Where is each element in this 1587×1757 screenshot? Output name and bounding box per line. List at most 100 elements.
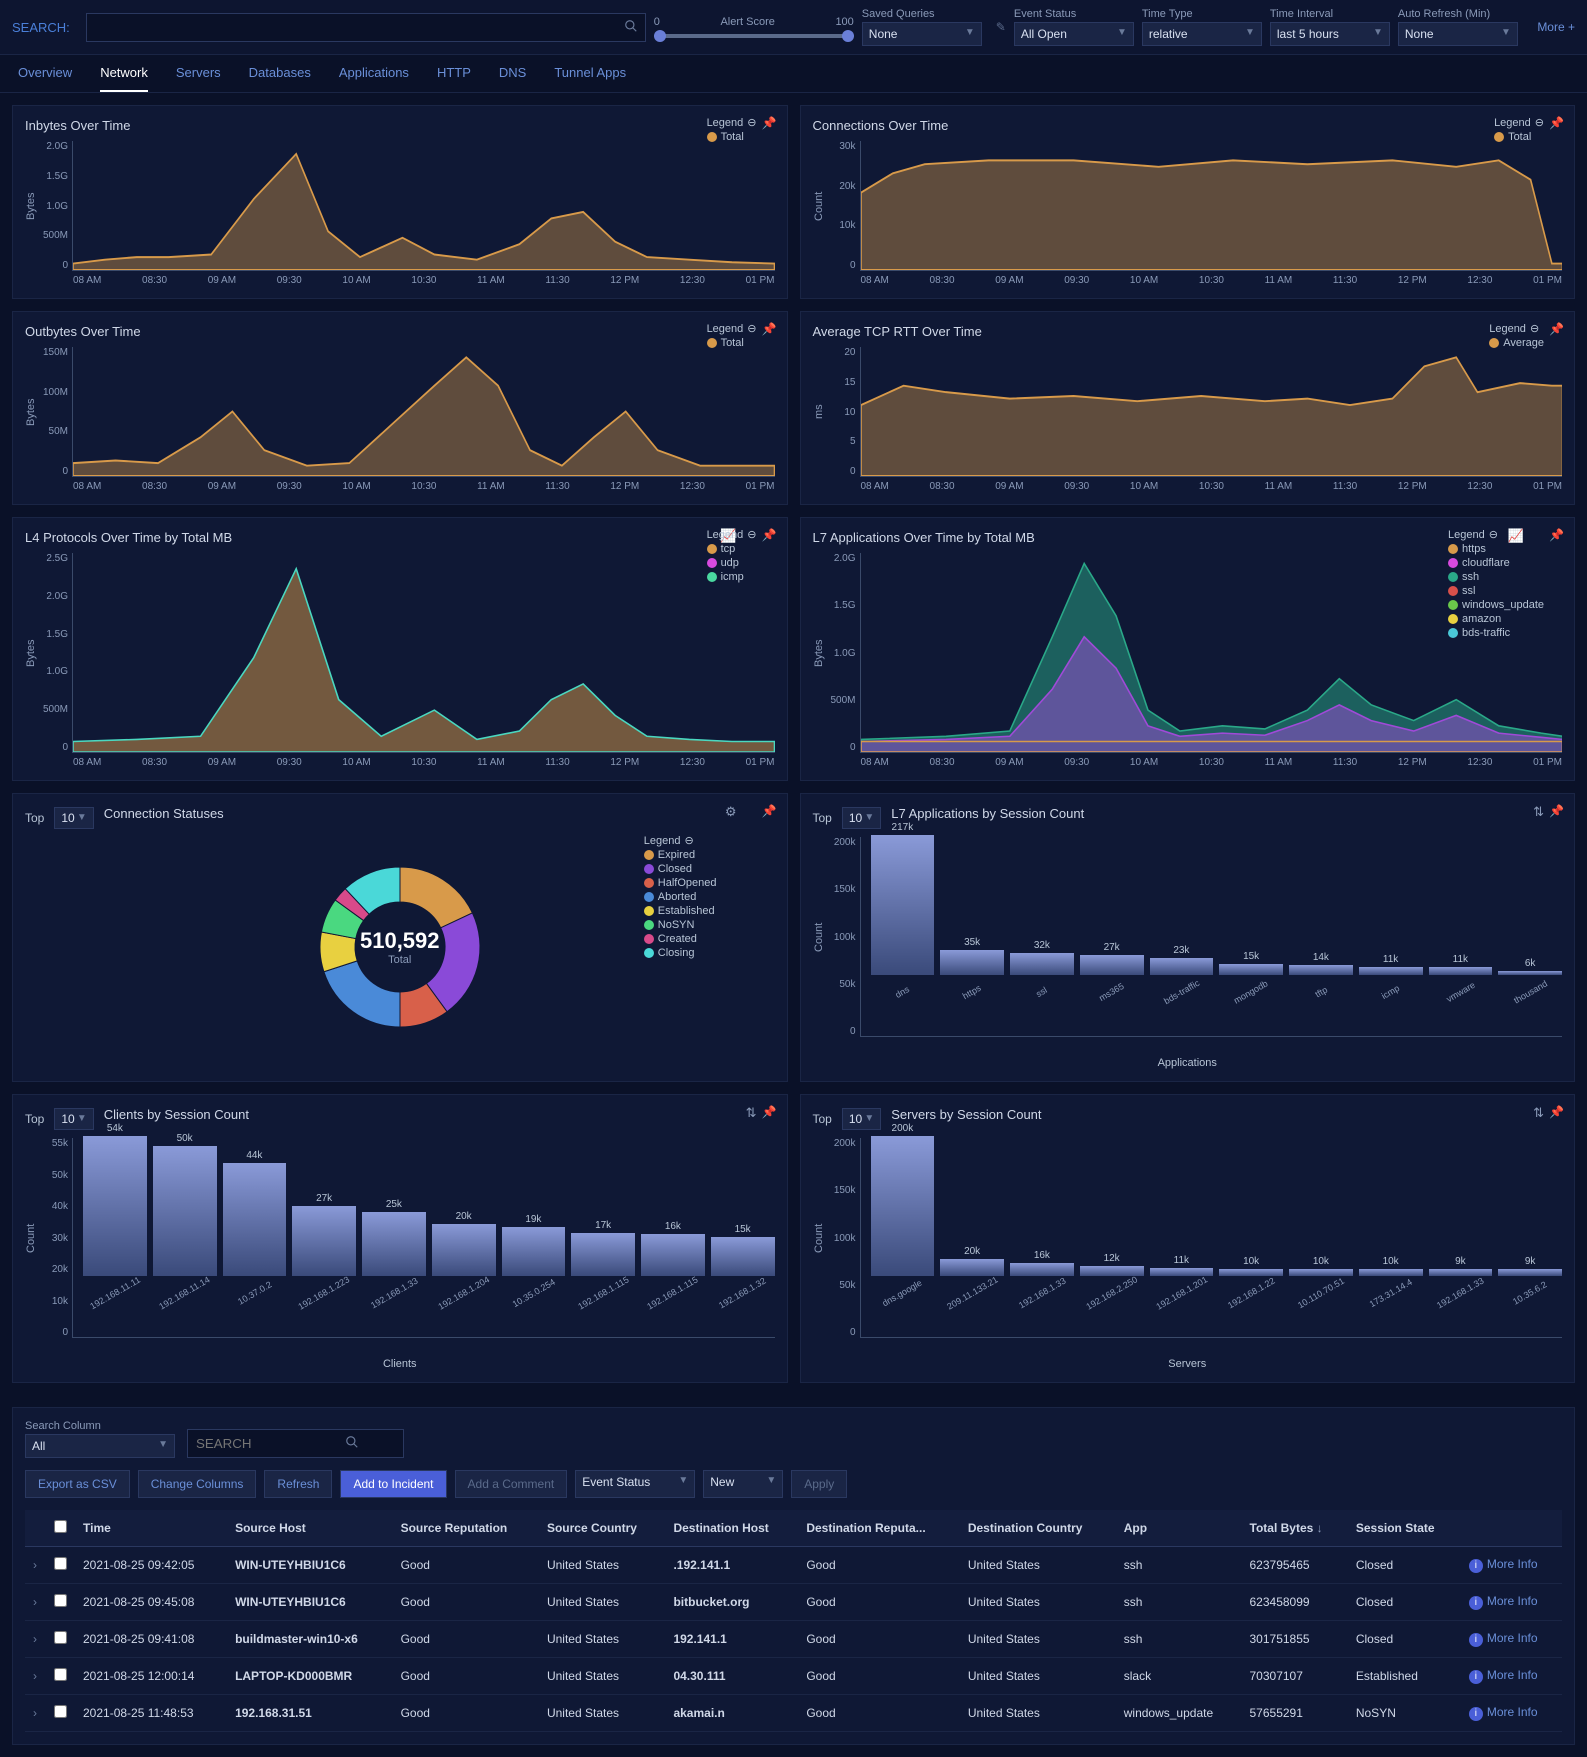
bar[interactable]: 23k bds-traffic <box>1150 945 1214 997</box>
bar[interactable]: 54k 192.168.11.11 <box>83 1123 147 1298</box>
bar[interactable]: 11k icmp <box>1359 954 1423 997</box>
bar[interactable]: 11k 192.168.1.201 <box>1150 1255 1214 1298</box>
bar[interactable]: 44k 10.37.0.2 <box>223 1150 287 1298</box>
bar[interactable]: 15k 192.168.1.32 <box>711 1224 775 1298</box>
more-info-link[interactable]: iMore Info <box>1469 1705 1538 1719</box>
row-checkbox[interactable] <box>54 1594 67 1607</box>
tab-overview[interactable]: Overview <box>18 65 72 92</box>
top-n-select[interactable]: 10▼ <box>54 807 93 829</box>
row-checkbox[interactable] <box>54 1557 67 1570</box>
slider-thumb-min[interactable] <box>654 30 666 42</box>
tab-servers[interactable]: Servers <box>176 65 221 92</box>
collapse-icon[interactable]: ⊖ <box>1535 116 1544 129</box>
collapse-icon[interactable]: ⊖ <box>747 322 756 335</box>
column-header[interactable]: Destination Reputa... <box>798 1510 960 1547</box>
more-info-link[interactable]: iMore Info <box>1469 1557 1538 1571</box>
expand-row-icon[interactable]: › <box>25 1658 45 1695</box>
pin-icon[interactable]: 📌 <box>762 1105 777 1119</box>
more-info-link[interactable]: iMore Info <box>1469 1594 1538 1608</box>
collapse-icon[interactable]: ⊖ <box>1530 322 1539 335</box>
bar[interactable]: 10k 10.110.70.51 <box>1289 1256 1353 1298</box>
column-header[interactable]: Time <box>75 1510 227 1547</box>
bar[interactable]: 19k 10.35.0.254 <box>502 1214 566 1298</box>
column-header[interactable] <box>25 1510 45 1547</box>
pin-icon[interactable]: 📌 <box>762 528 777 542</box>
table-search-input[interactable] <box>187 1429 404 1458</box>
bar[interactable]: 9k 10.35.6.2 <box>1498 1256 1562 1298</box>
bar[interactable]: 16k 192.168.1.115 <box>641 1221 705 1298</box>
column-header[interactable]: Source Host <box>227 1510 393 1547</box>
time-interval-select[interactable]: last 5 hours▼ <box>1270 22 1390 46</box>
select-all-checkbox[interactable] <box>54 1520 67 1533</box>
column-header[interactable]: Session State <box>1348 1510 1461 1547</box>
more-info-link[interactable]: iMore Info <box>1469 1631 1538 1645</box>
bar[interactable]: 200k dns.google <box>871 1123 935 1298</box>
bar[interactable]: 12k 192.168.2.250 <box>1080 1253 1144 1298</box>
table-event-status-select[interactable]: Event Status ▼ <box>575 1470 695 1498</box>
search-icon[interactable] <box>624 19 638 36</box>
pin-icon[interactable]: 📌 <box>1549 804 1564 818</box>
expand-row-icon[interactable]: › <box>25 1695 45 1732</box>
bar[interactable]: 15k mongodb <box>1219 951 1283 997</box>
row-checkbox[interactable] <box>54 1631 67 1644</box>
slider-track[interactable] <box>654 34 854 38</box>
row-checkbox[interactable] <box>54 1705 67 1718</box>
refresh-button[interactable]: Refresh <box>264 1470 332 1498</box>
bar[interactable]: 16k 192.168.1.33 <box>1010 1250 1074 1298</box>
pin-icon[interactable]: 📌 <box>762 116 777 130</box>
column-header[interactable]: Destination Host <box>665 1510 798 1547</box>
settings-icon[interactable]: ⚙ <box>725 804 737 820</box>
sort-icon[interactable]: ⇅ <box>746 1105 757 1121</box>
tab-network[interactable]: Network <box>100 65 148 92</box>
change-columns-button[interactable]: Change Columns <box>138 1470 257 1498</box>
add-comment-button[interactable]: Add a Comment <box>455 1470 568 1498</box>
alert-score-slider[interactable]: 0 Alert Score 100 <box>654 16 854 38</box>
more-link[interactable]: More + <box>1537 20 1575 34</box>
bar[interactable]: 10k 192.168.1.22 <box>1219 1256 1283 1298</box>
bar[interactable]: 14k tftp <box>1289 952 1353 997</box>
collapse-icon[interactable]: ⊖ <box>747 528 756 541</box>
row-checkbox[interactable] <box>54 1668 67 1681</box>
add-to-incident-button[interactable]: Add to Incident <box>340 1470 446 1498</box>
bar[interactable]: 11k vmware <box>1429 954 1493 997</box>
pin-icon[interactable]: 📌 <box>1549 116 1564 130</box>
collapse-icon[interactable]: ⊖ <box>747 116 756 129</box>
column-header[interactable]: App <box>1116 1510 1242 1547</box>
expand-row-icon[interactable]: › <box>25 1621 45 1658</box>
apply-button[interactable]: Apply <box>791 1470 847 1498</box>
sort-icon[interactable]: ⇅ <box>1533 1105 1544 1121</box>
more-info-link[interactable]: iMore Info <box>1469 1668 1538 1682</box>
expand-row-icon[interactable]: › <box>25 1584 45 1621</box>
pin-icon[interactable]: 📌 <box>1549 322 1564 336</box>
bar[interactable]: 50k 192.168.11.14 <box>153 1133 217 1298</box>
export-csv-button[interactable]: Export as CSV <box>25 1470 130 1498</box>
slider-thumb-max[interactable] <box>842 30 854 42</box>
bar[interactable]: 6k thousand <box>1498 958 1562 997</box>
search-input[interactable] <box>86 13 646 42</box>
table-event-status-value[interactable]: New ▼ <box>703 1470 783 1498</box>
bar[interactable]: 35k https <box>940 937 1004 997</box>
bar[interactable]: 20k 209.11.133.21 <box>940 1246 1004 1298</box>
saved-queries-select[interactable]: None▼ <box>862 22 982 46</box>
expand-row-icon[interactable]: › <box>25 1547 45 1584</box>
bar[interactable]: 32k ssl <box>1010 940 1074 997</box>
bar[interactable]: 10k 173.31.14.4 <box>1359 1256 1423 1298</box>
bar[interactable]: 9k 192.168.1.33 <box>1429 1256 1493 1298</box>
pin-icon[interactable]: 📌 <box>1549 1105 1564 1119</box>
bar[interactable]: 217k dns <box>871 822 935 997</box>
search-column-select[interactable]: All▼ <box>25 1434 175 1458</box>
column-header[interactable] <box>1461 1510 1562 1547</box>
bar[interactable]: 27k ms365 <box>1080 942 1144 997</box>
time-type-select[interactable]: relative▼ <box>1142 22 1262 46</box>
pin-icon[interactable]: 📌 <box>1549 528 1564 542</box>
tab-applications[interactable]: Applications <box>339 65 409 92</box>
tab-http[interactable]: HTTP <box>437 65 471 92</box>
bar[interactable]: 25k 192.168.1.33 <box>362 1199 426 1298</box>
auto-refresh-select[interactable]: None▼ <box>1398 22 1518 46</box>
pin-icon[interactable]: 📌 <box>762 322 777 336</box>
tab-dns[interactable]: DNS <box>499 65 526 92</box>
collapse-icon[interactable]: ⊖ <box>1489 528 1498 541</box>
column-header[interactable]: Destination Country <box>960 1510 1116 1547</box>
column-header[interactable]: Total Bytes ↓ <box>1242 1510 1348 1547</box>
bar[interactable]: 20k 192.168.1.204 <box>432 1211 496 1298</box>
